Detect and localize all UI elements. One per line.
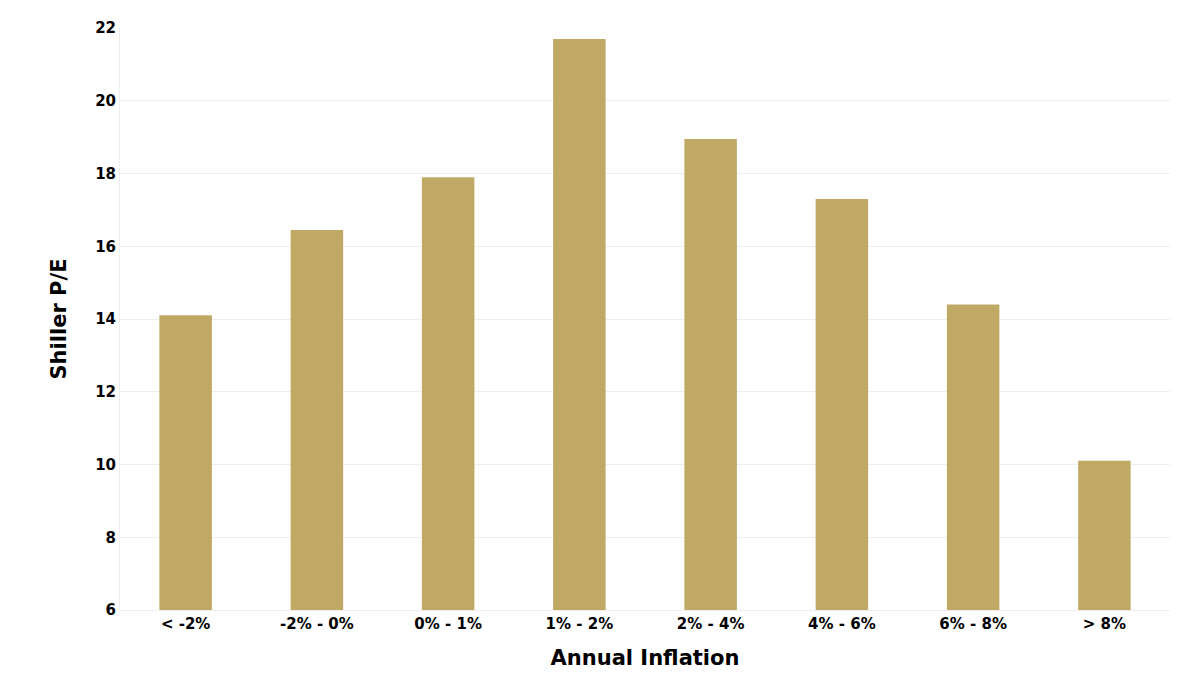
svg-text:10: 10	[95, 456, 116, 474]
svg-text:6: 6	[106, 601, 116, 619]
svg-text:2% - 4%: 2% - 4%	[677, 615, 745, 633]
svg-text:20: 20	[95, 92, 116, 110]
svg-text:18: 18	[95, 165, 116, 183]
svg-text:8: 8	[106, 529, 116, 547]
svg-text:< -2%: < -2%	[161, 615, 210, 633]
svg-text:> 8%: > 8%	[1083, 615, 1126, 633]
svg-text:Shiller P/E: Shiller P/E	[47, 259, 71, 380]
svg-text:1% - 2%: 1% - 2%	[546, 615, 614, 633]
svg-text:22: 22	[95, 19, 116, 37]
svg-text:0% - 1%: 0% - 1%	[414, 615, 482, 633]
svg-text:6% - 8%: 6% - 8%	[939, 615, 1007, 633]
svg-text:4% - 6%: 4% - 6%	[808, 615, 876, 633]
svg-text:16: 16	[95, 238, 116, 256]
svg-text:-2% - 0%: -2% - 0%	[280, 615, 354, 633]
svg-text:Annual Inflation: Annual Inflation	[551, 646, 740, 670]
svg-text:14: 14	[95, 310, 116, 328]
svg-text:12: 12	[95, 383, 116, 401]
